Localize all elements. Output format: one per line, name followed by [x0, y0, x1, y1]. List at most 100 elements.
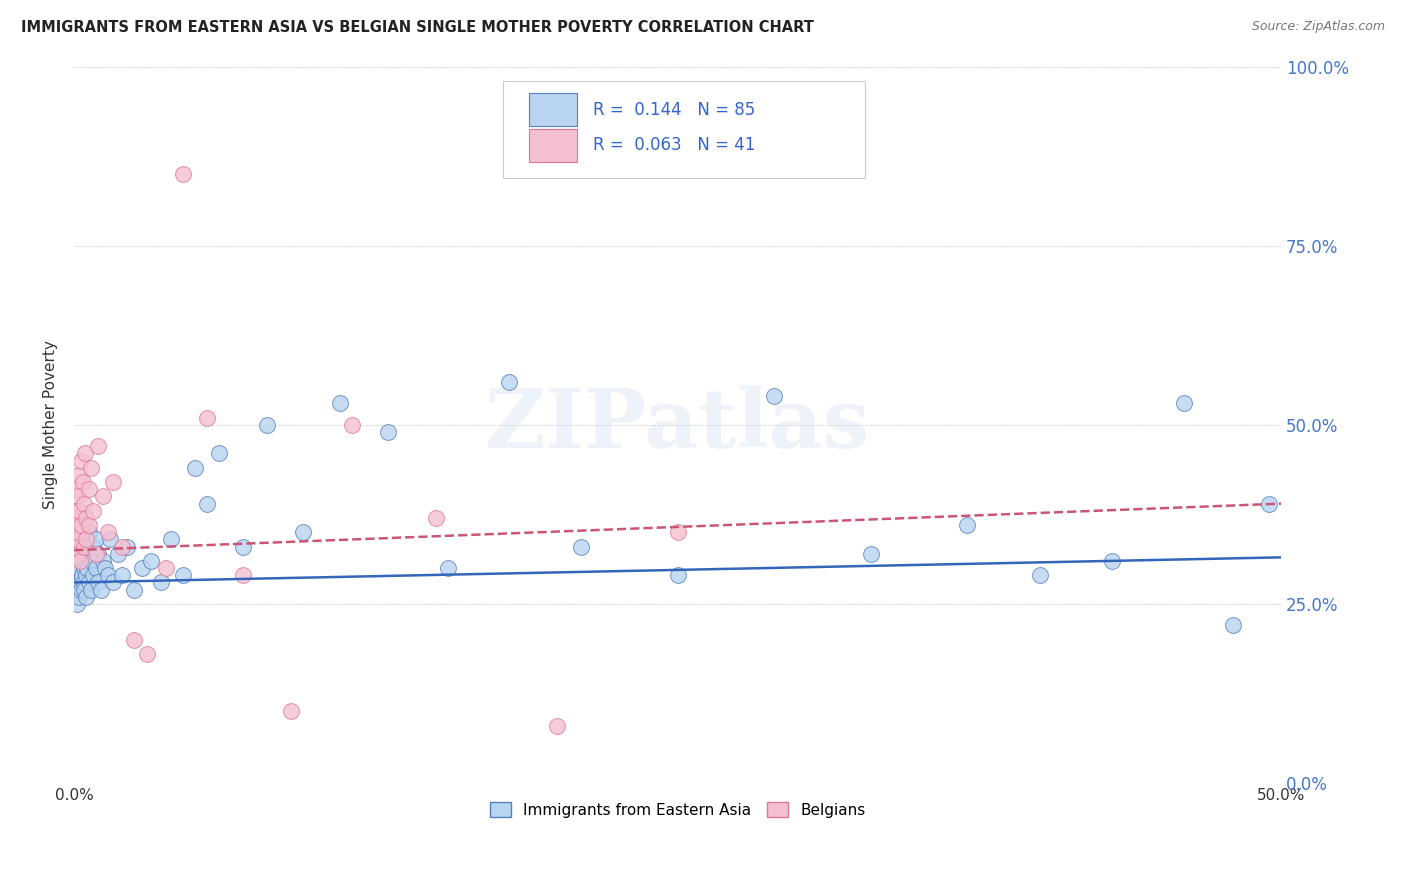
- Point: [65, 547, 87, 561]
- Point: [66, 582, 89, 597]
- Point: [1028, 568, 1050, 582]
- Point: [97, 568, 120, 582]
- Point: [87, 439, 110, 453]
- Point: [70, 568, 93, 582]
- Point: [70, 518, 93, 533]
- Point: [70, 453, 93, 467]
- Point: [107, 547, 129, 561]
- Point: [340, 417, 363, 432]
- Point: [956, 518, 979, 533]
- Point: [1101, 554, 1123, 568]
- Point: [292, 525, 315, 540]
- Y-axis label: Single Mother Poverty: Single Mother Poverty: [44, 341, 58, 509]
- Point: [75, 554, 97, 568]
- Point: [141, 554, 163, 568]
- Point: [63, 518, 86, 533]
- Point: [75, 590, 97, 604]
- Point: [77, 547, 100, 561]
- Point: [67, 467, 90, 482]
- Point: [425, 511, 447, 525]
- FancyBboxPatch shape: [529, 94, 578, 126]
- Point: [73, 533, 96, 547]
- Point: [65, 504, 87, 518]
- Point: [77, 525, 100, 540]
- Point: [67, 547, 90, 561]
- Point: [280, 705, 302, 719]
- Point: [73, 561, 96, 575]
- Point: [859, 547, 882, 561]
- Point: [65, 533, 87, 547]
- Point: [569, 540, 592, 554]
- Text: Source: ZipAtlas.com: Source: ZipAtlas.com: [1251, 20, 1385, 33]
- Point: [75, 511, 97, 525]
- Point: [232, 568, 254, 582]
- Point: [84, 533, 107, 547]
- Point: [256, 417, 278, 432]
- Point: [1173, 396, 1195, 410]
- Point: [73, 540, 96, 554]
- Point: [67, 561, 90, 575]
- Point: [63, 540, 86, 554]
- Point: [70, 525, 93, 540]
- Point: [66, 554, 89, 568]
- Point: [124, 632, 146, 647]
- Point: [65, 568, 87, 582]
- Point: [65, 582, 87, 597]
- Point: [84, 547, 107, 561]
- Point: [67, 504, 90, 518]
- Point: [208, 446, 231, 460]
- Point: [159, 533, 181, 547]
- Point: [184, 460, 207, 475]
- Point: [65, 561, 87, 575]
- Point: [94, 561, 117, 575]
- Point: [87, 575, 110, 590]
- Point: [73, 582, 96, 597]
- Point: [111, 568, 134, 582]
- Point: [77, 483, 100, 497]
- Point: [73, 497, 96, 511]
- Point: [155, 561, 177, 575]
- Point: [195, 410, 218, 425]
- Point: [66, 533, 89, 547]
- Text: IMMIGRANTS FROM EASTERN ASIA VS BELGIAN SINGLE MOTHER POVERTY CORRELATION CHART: IMMIGRANTS FROM EASTERN ASIA VS BELGIAN …: [21, 20, 814, 35]
- Point: [87, 547, 110, 561]
- Point: [90, 582, 112, 597]
- Text: R =  0.063   N = 41: R = 0.063 N = 41: [593, 136, 755, 154]
- Point: [666, 568, 689, 582]
- FancyBboxPatch shape: [529, 129, 578, 161]
- Point: [63, 525, 86, 540]
- Point: [101, 575, 124, 590]
- Point: [135, 647, 157, 661]
- Point: [69, 554, 91, 568]
- Point: [67, 525, 90, 540]
- Legend: Immigrants from Eastern Asia, Belgians: Immigrants from Eastern Asia, Belgians: [482, 795, 873, 826]
- Point: [70, 554, 93, 568]
- Point: [75, 568, 97, 582]
- Point: [124, 582, 146, 597]
- Point: [65, 597, 87, 611]
- Point: [72, 475, 94, 490]
- Point: [77, 518, 100, 533]
- Point: [65, 518, 87, 533]
- Point: [377, 425, 399, 439]
- Point: [232, 540, 254, 554]
- Point: [65, 568, 87, 582]
- Point: [101, 475, 124, 490]
- Point: [172, 568, 194, 582]
- Point: [80, 554, 103, 568]
- FancyBboxPatch shape: [502, 81, 865, 178]
- Point: [111, 540, 134, 554]
- Point: [72, 540, 94, 554]
- Point: [98, 533, 121, 547]
- Point: [67, 590, 90, 604]
- Point: [73, 575, 96, 590]
- Point: [195, 497, 218, 511]
- Point: [82, 504, 104, 518]
- Point: [149, 575, 172, 590]
- Point: [76, 561, 98, 575]
- Point: [70, 582, 93, 597]
- Text: ZIPatlas: ZIPatlas: [485, 384, 870, 465]
- Point: [65, 483, 87, 497]
- Point: [73, 446, 96, 460]
- Point: [666, 525, 689, 540]
